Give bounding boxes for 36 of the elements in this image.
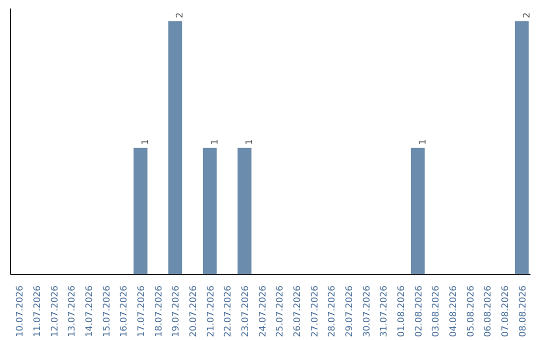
x-tick-label: 11.07.2026 (33, 285, 43, 338)
x-tick-label: 14.07.2026 (85, 285, 95, 338)
data-label: 1 (245, 139, 255, 145)
x-tick-label: 03.08.2026 (432, 285, 442, 338)
x-tick-label: 19.07.2026 (172, 285, 182, 338)
x-tick-label: 24.07.2026 (258, 285, 268, 338)
data-label: 2 (522, 12, 532, 18)
x-tick-label: 05.08.2026 (466, 285, 476, 338)
x-tick-label: 30.07.2026 (362, 285, 372, 338)
x-tick-label: 07.08.2026 (501, 285, 511, 338)
x-tick-label: 02.08.2026 (414, 285, 424, 338)
x-tick-label: 17.07.2026 (137, 285, 147, 338)
x-tick-label: 22.07.2026 (224, 285, 234, 338)
x-tick-label: 21.07.2026 (206, 285, 216, 338)
x-tick-label: 16.07.2026 (120, 285, 130, 338)
data-label: 2 (176, 12, 186, 18)
x-tick-label: 29.07.2026 (345, 285, 355, 338)
x-tick-label: 04.08.2026 (449, 285, 459, 338)
x-tick-label: 13.07.2026 (68, 285, 78, 338)
x-tick-label: 01.08.2026 (397, 285, 407, 338)
x-tick-label: 12.07.2026 (50, 285, 60, 338)
x-tick-label: 15.07.2026 (102, 285, 112, 338)
data-label: 1 (141, 139, 151, 145)
x-tick-label: 27.07.2026 (310, 285, 320, 338)
data-label: 1 (418, 139, 428, 145)
x-tick-label: 28.07.2026 (328, 285, 338, 338)
x-tick-label: 31.07.2026 (380, 285, 390, 338)
x-tick-label: 26.07.2026 (293, 285, 303, 338)
x-tick-label: 06.08.2026 (484, 285, 494, 338)
x-tick-label: 23.07.2026 (241, 285, 251, 338)
x-tick-label: 18.07.2026 (154, 285, 164, 338)
x-tick-label: 20.07.2026 (189, 285, 199, 338)
x-tick-label: 25.07.2026 (276, 285, 286, 338)
data-label: 1 (210, 139, 220, 145)
x-tick-label: 10.07.2026 (16, 285, 26, 338)
x-tick-label: 08.08.2026 (518, 285, 528, 338)
